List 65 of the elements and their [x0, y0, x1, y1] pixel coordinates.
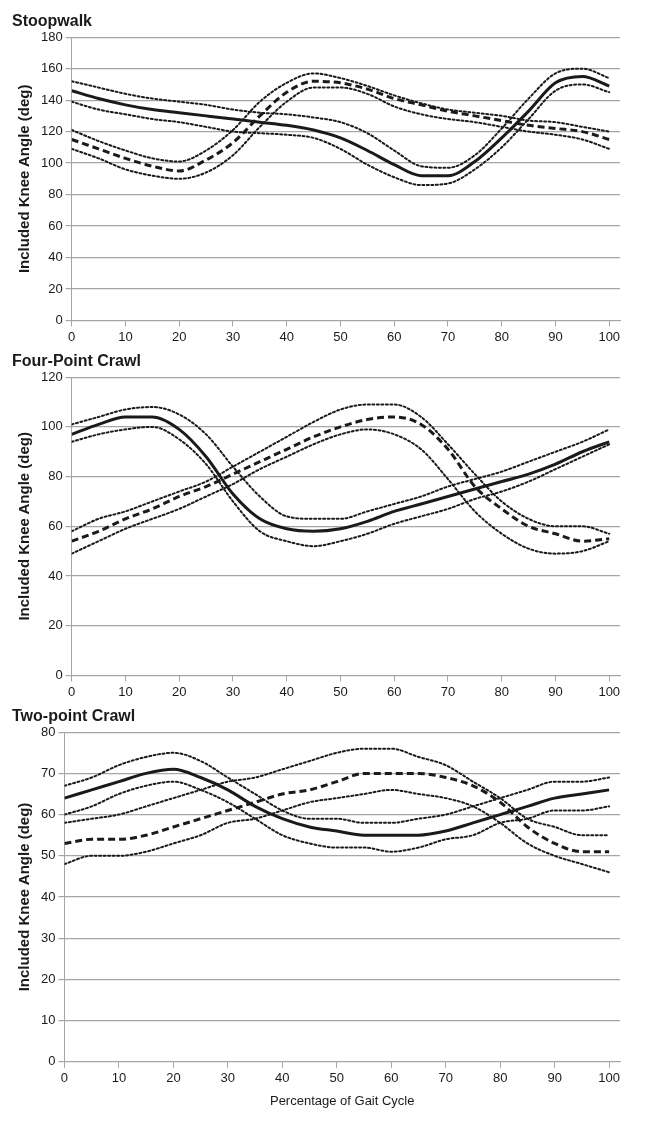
y-tick-label: 180 — [40, 28, 63, 44]
y-tick-label: 40 — [40, 888, 56, 904]
y-tick-label: 80 — [48, 186, 63, 202]
x-tick-label: 0 — [68, 328, 76, 344]
y-tick-label: 70 — [40, 764, 56, 780]
x-tick-label: 100 — [598, 1070, 620, 1086]
x-tick-label: 40 — [279, 683, 294, 699]
x-axis-title: Percentage of Gait Cycle — [269, 1092, 415, 1108]
x-tick-label: 60 — [386, 328, 402, 344]
y-tick-label: 40 — [48, 567, 63, 583]
x-tick-label: 10 — [111, 1070, 127, 1086]
x-tick-label: 50 — [329, 1070, 345, 1086]
y-axis-title: Included Knee Angle (deg) — [15, 802, 33, 992]
y-tick-label: 0 — [48, 1053, 56, 1069]
y-tick-label: 0 — [55, 666, 63, 682]
x-tick-label: 10 — [118, 328, 133, 344]
y-tick-label: 60 — [40, 806, 56, 822]
x-tick-label: 20 — [171, 328, 187, 344]
x-tick-label: 70 — [440, 328, 456, 344]
x-tick-label: 30 — [225, 328, 241, 344]
x-tick-label: 30 — [220, 1070, 236, 1086]
x-tick-label: 40 — [275, 1070, 290, 1086]
y-tick-label: 50 — [40, 847, 56, 863]
y-tick-label: 80 — [40, 723, 56, 739]
x-tick-label: 20 — [166, 1070, 181, 1086]
x-tick-label: 80 — [494, 328, 509, 344]
y-axis-title: Included Knee Angle (deg) — [15, 431, 33, 621]
x-tick-label: 40 — [279, 328, 294, 344]
x-tick-label: 100 — [598, 328, 621, 344]
x-tick-label: 50 — [333, 683, 348, 699]
y-tick-label: 80 — [48, 468, 63, 484]
x-tick-label: 100 — [598, 683, 621, 699]
x-tick-label: 70 — [440, 683, 456, 699]
y-tick-label: 60 — [48, 517, 63, 533]
x-tick-label: 50 — [333, 328, 348, 344]
x-tick-label: 30 — [225, 683, 241, 699]
y-tick-label: 20 — [48, 617, 63, 633]
x-tick-label: 0 — [68, 683, 76, 699]
x-tick-label: 90 — [547, 1070, 562, 1086]
chart-title: Four-Point Crawl — [12, 352, 141, 370]
y-tick-label: 20 — [40, 970, 56, 986]
x-tick-label: 60 — [386, 683, 402, 699]
chart-title: Two-point Crawl — [12, 707, 136, 725]
y-tick-label: 0 — [55, 311, 63, 327]
x-tick-label: 90 — [548, 328, 563, 344]
x-tick-label: 20 — [171, 683, 187, 699]
chart-title: Stoopwalk — [12, 12, 93, 30]
y-tick-label: 10 — [40, 1012, 56, 1028]
x-tick-label: 10 — [118, 683, 133, 699]
y-tick-label: 30 — [40, 929, 56, 945]
x-tick-label: 80 — [492, 1070, 508, 1086]
y-tick-label: 40 — [48, 249, 63, 265]
y-tick-label: 60 — [48, 217, 63, 233]
y-tick-label: 140 — [40, 91, 63, 107]
x-tick-label: 80 — [494, 683, 509, 699]
y-axis-title: Included Knee Angle (deg) — [15, 84, 33, 274]
y-tick-label: 160 — [40, 60, 63, 76]
y-tick-label: 120 — [40, 123, 63, 139]
x-tick-label: 70 — [438, 1070, 453, 1086]
x-tick-label: 60 — [384, 1070, 399, 1086]
y-tick-label: 100 — [40, 418, 63, 434]
y-tick-label: 120 — [40, 368, 63, 384]
y-tick-label: 100 — [40, 154, 63, 170]
y-tick-label: 20 — [48, 280, 63, 296]
x-tick-label: 90 — [548, 683, 563, 699]
